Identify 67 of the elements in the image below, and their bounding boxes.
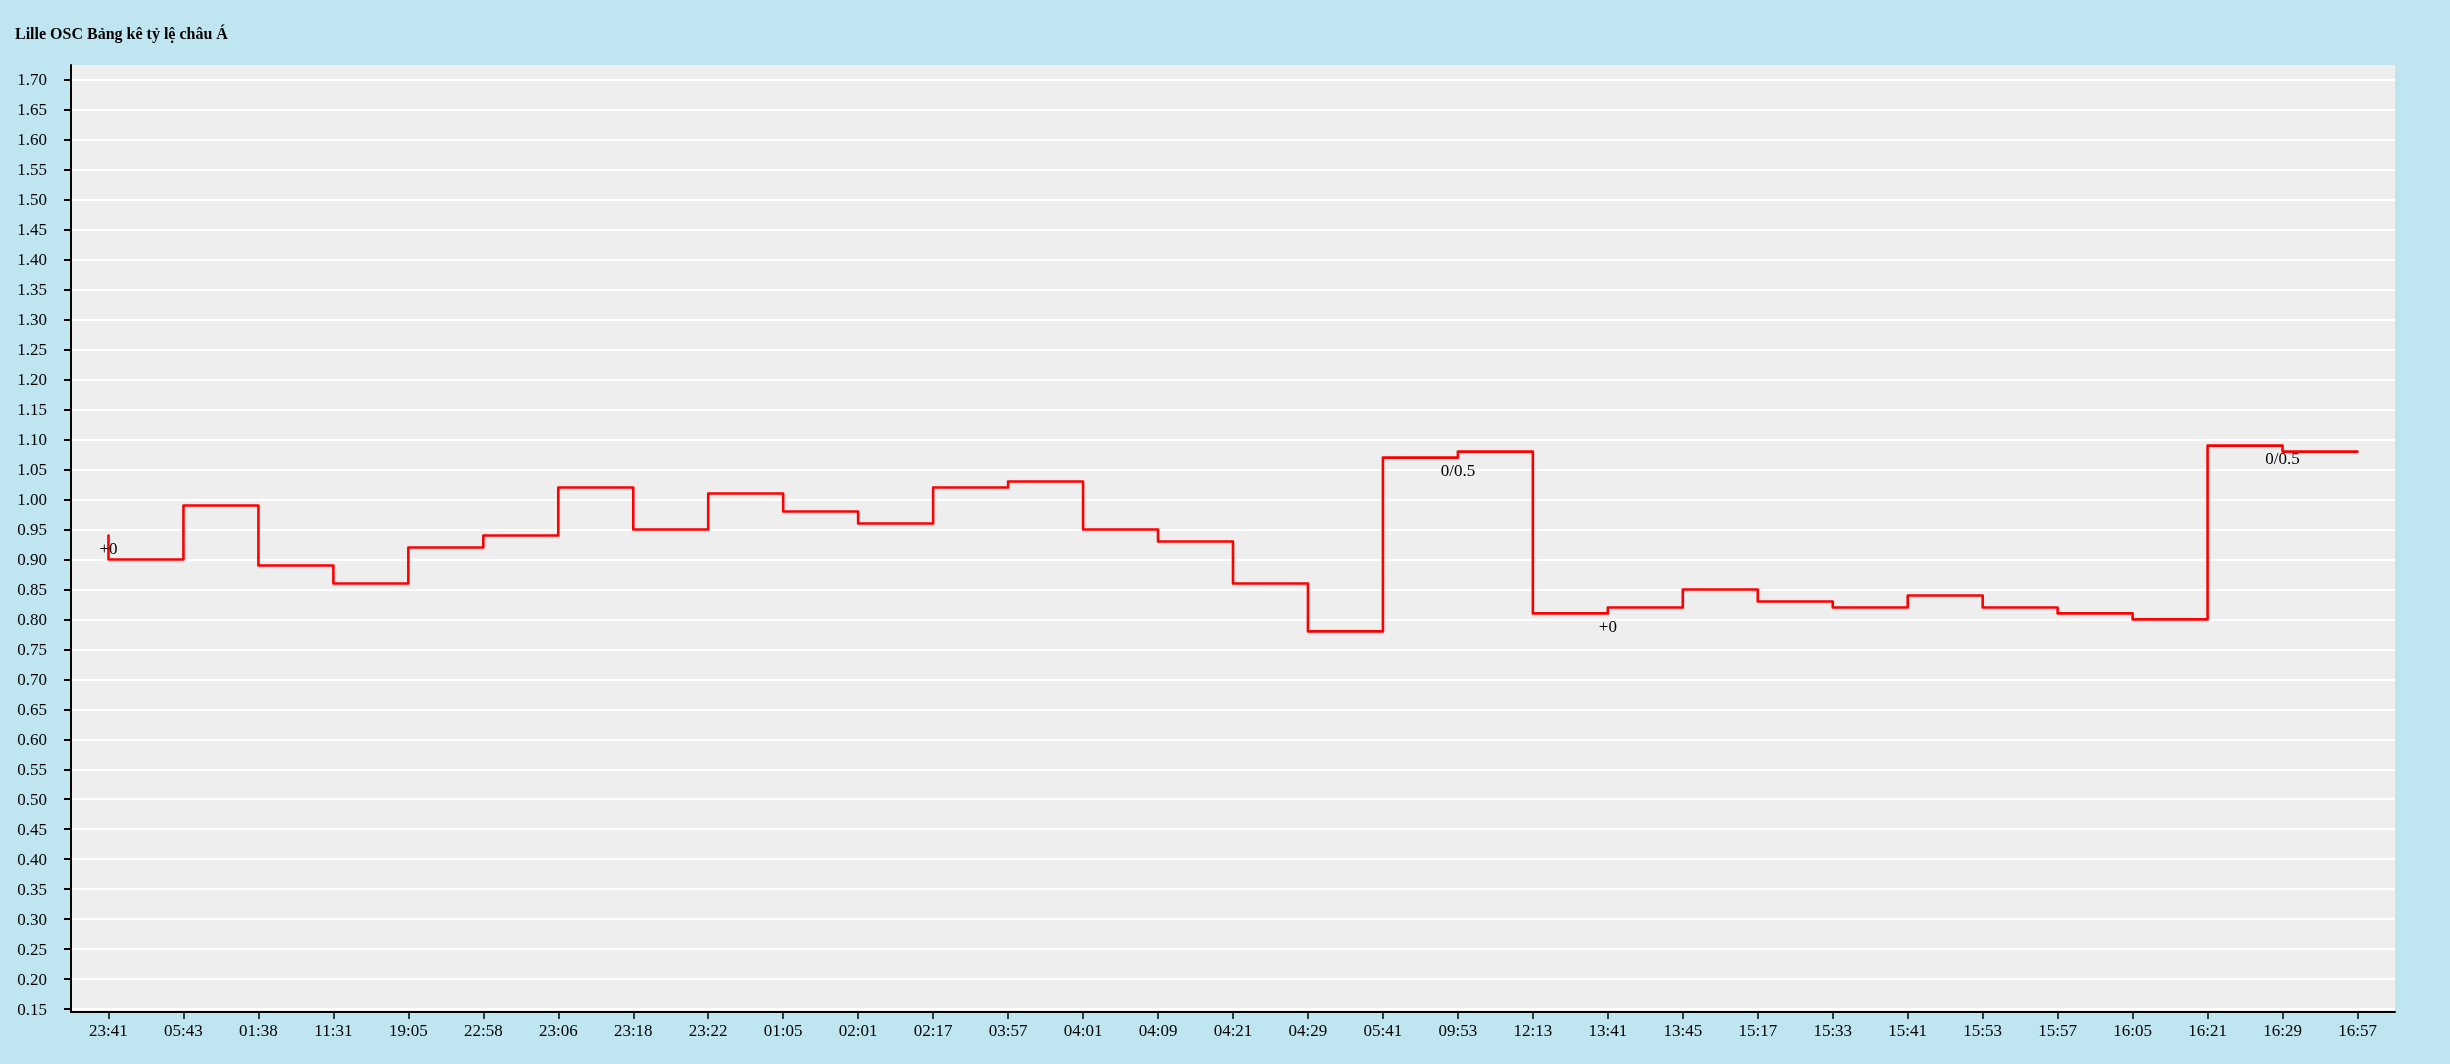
- y-tick-label: 1.65: [17, 100, 47, 120]
- y-tick-label: 0.35: [17, 879, 47, 899]
- x-tick-label: 09:53: [1438, 1021, 1478, 1040]
- x-tick-label: 23:41: [89, 1021, 128, 1040]
- y-tick-label: 0.60: [17, 729, 47, 749]
- x-tick-label: 04:21: [1213, 1021, 1253, 1040]
- x-tick-label: 05:41: [1363, 1021, 1403, 1040]
- y-tick-label: 1.35: [17, 280, 47, 300]
- y-tick-label: 0.55: [17, 759, 47, 779]
- x-tick-label: 13:41: [1588, 1021, 1628, 1040]
- y-tick-label: 0.80: [17, 609, 47, 629]
- x-tick-label: 16:05: [2113, 1021, 2152, 1040]
- annotation: +0: [1598, 616, 1617, 636]
- y-tick-label: 0.90: [17, 549, 47, 569]
- chart-title: Lille OSC Bảng kê tỷ lệ châu Á: [15, 23, 229, 43]
- y-tick-label: 0.20: [17, 969, 47, 989]
- y-tick-label: 1.50: [17, 190, 47, 210]
- y-tick-label: 1.00: [17, 490, 47, 510]
- x-tick-label: 15:57: [2038, 1021, 2078, 1040]
- y-tick-label: 1.70: [17, 70, 47, 90]
- y-tick-label: 1.45: [17, 220, 47, 240]
- y-tick-label: 0.45: [17, 819, 47, 839]
- x-tick-label: 04:29: [1288, 1021, 1328, 1040]
- x-tick-label: 02:01: [838, 1021, 878, 1040]
- y-tick-label: 0.75: [17, 639, 47, 659]
- x-tick-label: 13:45: [1663, 1021, 1703, 1040]
- y-tick-label: 0.30: [17, 909, 47, 929]
- x-tick-label: 11:31: [314, 1021, 353, 1040]
- x-tick-label: 03:57: [988, 1021, 1028, 1040]
- x-tick-label: 05:43: [164, 1021, 203, 1040]
- x-tick-label: 16:21: [2188, 1021, 2227, 1040]
- x-tick-label: 01:05: [763, 1021, 803, 1040]
- x-tick-label: 15:17: [1738, 1021, 1778, 1040]
- y-tick-label: 0.65: [17, 699, 47, 719]
- y-tick-label: 1.60: [17, 130, 47, 150]
- y-tick-label: 1.05: [17, 460, 47, 480]
- y-tick-label: 0.40: [17, 849, 47, 869]
- x-tick-label: 23:22: [688, 1021, 728, 1040]
- x-tick-label: 15:33: [1813, 1021, 1853, 1040]
- x-tick-label: 16:57: [2338, 1021, 2378, 1040]
- y-tick-label: 1.30: [17, 310, 47, 330]
- y-tick-label: 0.85: [17, 579, 47, 599]
- y-tick-label: 1.40: [17, 250, 47, 270]
- y-tick-label: 1.25: [17, 340, 47, 360]
- y-tick-label: 0.50: [17, 789, 47, 809]
- x-tick-label: 16:29: [2263, 1021, 2302, 1040]
- x-tick-label: 22:58: [463, 1021, 503, 1040]
- annotation: 0/0.5: [1440, 461, 1476, 481]
- x-tick-label: 15:53: [1963, 1021, 2003, 1040]
- x-tick-label: 02:17: [913, 1021, 953, 1040]
- y-tick-label: 1.15: [17, 400, 47, 420]
- y-tick-label: 0.95: [17, 520, 47, 540]
- x-tick-label: 23:06: [538, 1021, 578, 1040]
- y-tick-label: 0.70: [17, 669, 47, 689]
- y-tick-label: 0.15: [17, 999, 47, 1019]
- x-tick-label: 01:38: [239, 1021, 278, 1040]
- y-tick-label: 1.55: [17, 160, 47, 180]
- y-tick-label: 1.10: [17, 430, 47, 450]
- y-tick-label: 0.25: [17, 939, 47, 959]
- annotation: 0/0.5: [2265, 449, 2300, 469]
- x-tick-label: 23:18: [613, 1021, 653, 1040]
- x-tick-label: 19:05: [388, 1021, 428, 1040]
- x-tick-label: 04:09: [1138, 1021, 1178, 1040]
- x-tick-label: 12:13: [1513, 1021, 1553, 1040]
- x-tick-label: 15:41: [1888, 1021, 1928, 1040]
- y-tick-label: 1.20: [17, 370, 47, 390]
- x-tick-label: 04:01: [1063, 1021, 1103, 1040]
